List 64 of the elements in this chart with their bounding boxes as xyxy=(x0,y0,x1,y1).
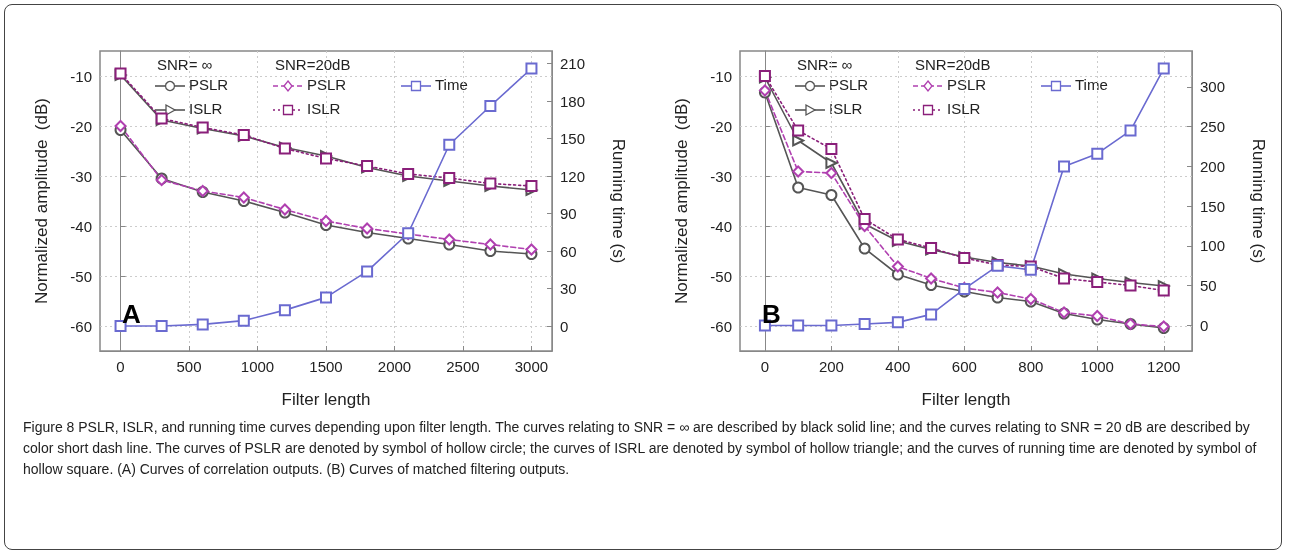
y2-tick-label: 300 xyxy=(1200,78,1226,96)
annotation: SNR=20dB xyxy=(915,56,991,73)
x-tick-label: 3000 xyxy=(514,358,549,375)
x-tick-label: 1000 xyxy=(240,358,275,375)
y2-tick-label: 150 xyxy=(1200,197,1226,215)
annotation: SNR= ∞ xyxy=(157,56,213,73)
y2-tick-label: 250 xyxy=(1200,118,1226,136)
x-tick-label: 1200 xyxy=(1147,358,1181,375)
y2-axis-title: Running time (s) xyxy=(1249,138,1268,264)
x-tick-label: 2000 xyxy=(377,358,412,375)
x-tick-label: 500 xyxy=(176,358,202,375)
y2-tick-label: 0 xyxy=(560,317,569,335)
x-tick-label: 400 xyxy=(885,358,911,375)
annotation: A xyxy=(122,299,141,329)
y2-tick-label: 90 xyxy=(560,205,577,222)
y-tick-label: -30 xyxy=(70,167,92,185)
annotation: SNR=20dB xyxy=(275,56,351,73)
legend-label: ISLR xyxy=(947,100,981,117)
y2-axis-title: Running time (s) xyxy=(609,138,628,264)
x-axis-title: Filter length xyxy=(921,390,1011,409)
y-tick-label: -50 xyxy=(710,267,732,285)
y-tick-label: -10 xyxy=(70,67,92,85)
y-tick-label: -50 xyxy=(70,267,92,285)
y-tick-label: -30 xyxy=(710,167,732,185)
y-axis-title: Normalized amplitude (dB) xyxy=(32,98,51,304)
x-tick-label: 800 xyxy=(1018,358,1044,375)
annotation: SNR= ∞ xyxy=(797,56,853,73)
legend-label: PSLR xyxy=(189,76,229,93)
legend-label: ISLR xyxy=(829,100,863,117)
y-tick-label: -40 xyxy=(710,217,732,235)
y2-tick-label: 50 xyxy=(1200,277,1217,295)
caption: Figure 8 PSLR, ISLR, and running time curves depending upon filter length. The curves relating to SNR = ∞ are described by black solid line; and the curves relating to SNR = 20 dB are described by color short dash line. The curves of PSLR are denoted by symbol of hollow circle; the curves of ISRL are denoted by symbol of hollow triangle; and the curves of running time are denoted by symbol of hollow square. (A) Curves of correlation outputs. (B) Curves of matched filtering outputs. xyxy=(23,418,1258,479)
y-tick-label: -10 xyxy=(710,67,732,85)
y2-tick-label: 100 xyxy=(1200,237,1226,255)
y-axis-title: Normalized amplitude (dB) xyxy=(672,98,691,304)
y2-tick-label: 0 xyxy=(1200,317,1209,335)
y2-tick-label: 150 xyxy=(560,130,586,147)
y-tick-label: -20 xyxy=(710,117,732,135)
x-tick-label: 0 xyxy=(760,358,770,375)
x-tick-label: 200 xyxy=(818,358,844,375)
y-tick-label: -40 xyxy=(70,217,92,235)
legend-label: ISLR xyxy=(307,100,341,117)
x-tick-label: 0 xyxy=(116,358,125,375)
x-tick-label: 1500 xyxy=(309,358,343,375)
x-tick-label: 2500 xyxy=(446,358,480,375)
y2-tick-label: 30 xyxy=(560,280,577,297)
y2-tick-label: 210 xyxy=(560,55,586,72)
x-tick-label: 600 xyxy=(951,358,977,375)
legend-label: Time xyxy=(1075,76,1108,93)
y2-tick-label: 200 xyxy=(1200,157,1226,175)
x-axis-title: Filter length xyxy=(281,390,371,409)
y-tick-label: -20 xyxy=(70,117,92,135)
legend-label: PSLR xyxy=(829,76,869,93)
annotation: B xyxy=(762,299,781,329)
legend-label: PSLR xyxy=(307,76,347,93)
y2-tick-label: 60 xyxy=(560,242,577,260)
legend-label: PSLR xyxy=(947,76,987,93)
y-tick-label: -60 xyxy=(70,317,92,335)
legend-label: ISLR xyxy=(189,100,223,117)
y-tick-label: -60 xyxy=(710,317,732,335)
legend-label: Time xyxy=(435,76,468,93)
y2-tick-label: 120 xyxy=(560,167,586,185)
y2-tick-label: 180 xyxy=(560,92,586,110)
x-tick-label: 1000 xyxy=(1080,358,1114,375)
